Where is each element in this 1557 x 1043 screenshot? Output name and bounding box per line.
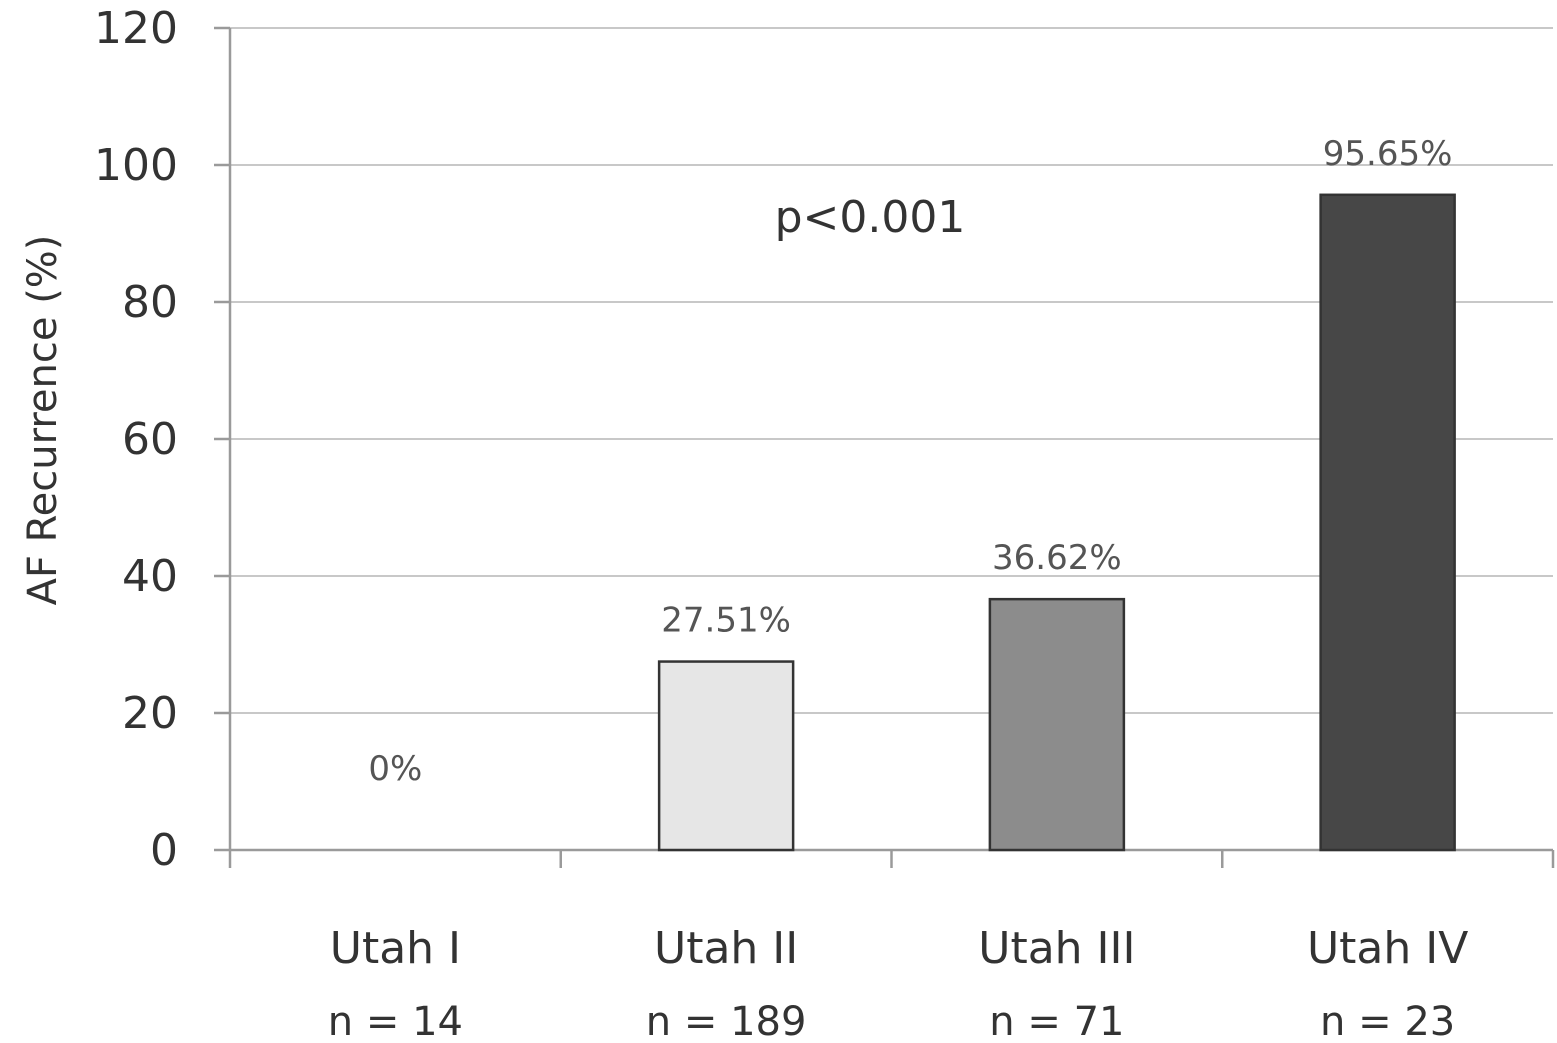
- y-tick-label: 80: [122, 277, 178, 328]
- bar-2: [657, 660, 795, 852]
- y-tick-labels: 0 20 40 60 80 100 120: [94, 3, 178, 876]
- data-label: 36.62%: [992, 538, 1122, 578]
- category-label: Utah IV: [1307, 923, 1468, 974]
- bars: [657, 193, 1456, 852]
- y-tick-label: 20: [122, 688, 178, 739]
- category-label: Utah III: [978, 923, 1135, 974]
- category-label: Utah I: [330, 923, 461, 974]
- y-tick-label: 60: [122, 414, 178, 465]
- y-axis-title: AF Recurrence (%): [20, 235, 66, 606]
- y-tick-label: 0: [150, 825, 178, 876]
- data-labels: 0% 27.51% 36.62% 95.65%: [368, 134, 1452, 789]
- y-tick-label: 100: [94, 140, 178, 191]
- sample-size-label: n = 14: [328, 999, 463, 1043]
- sample-size-label: n = 23: [1320, 999, 1455, 1043]
- category-label: Utah II: [654, 923, 798, 974]
- y-tick-label: 40: [122, 551, 178, 602]
- sample-size-label: n = 189: [646, 999, 807, 1043]
- data-label: 27.51%: [661, 601, 791, 641]
- p-value-annotation: p<0.001: [775, 192, 966, 243]
- data-label: 0%: [368, 749, 422, 789]
- bar-3: [988, 597, 1126, 852]
- category-labels: Utah I n = 14 Utah II n = 189 Utah III n = 71…: [328, 923, 1469, 1043]
- y-tick-label: 120: [94, 3, 178, 54]
- sample-size-label: n = 71: [989, 999, 1124, 1043]
- bar-4: [1319, 193, 1456, 852]
- data-label: 95.65%: [1323, 134, 1453, 174]
